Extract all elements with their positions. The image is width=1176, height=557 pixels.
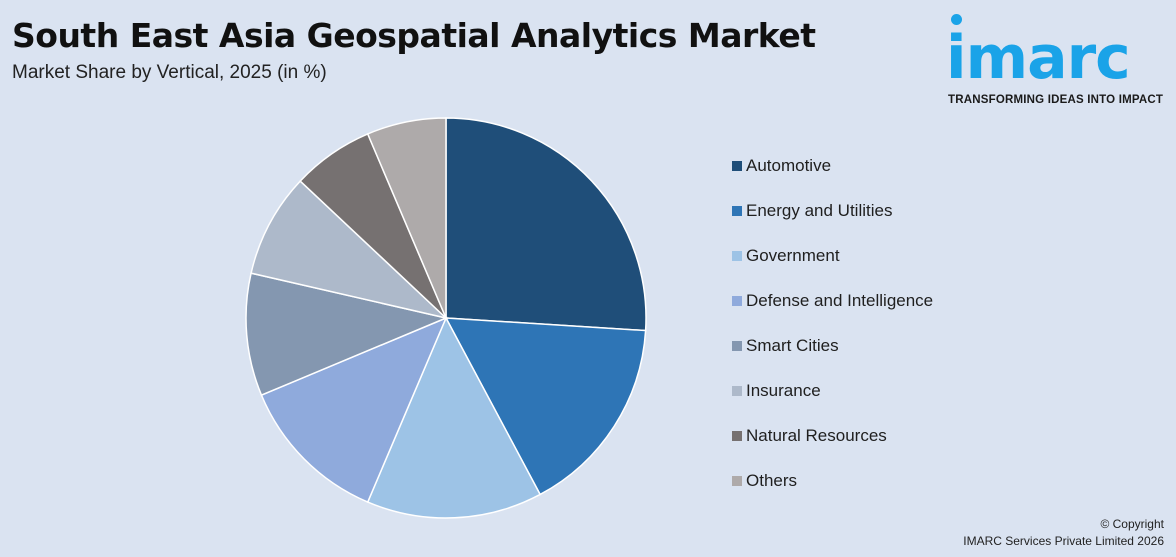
pie-slice-government <box>366 316 542 519</box>
chart-subtitle: Market Share by Vertical, 2025 (in %) <box>12 62 327 83</box>
pie-slice-energy-and-utilities <box>444 317 647 496</box>
copyright-line-1: © Copyright <box>1100 517 1164 531</box>
copyright-line-2: IMARC Services Private Limited 2026 <box>963 534 1164 548</box>
chart-title: South East Asia Geospatial Analytics Mar… <box>12 16 816 55</box>
legend-label-smart-cities: Smart Cities <box>746 336 839 355</box>
pie-slice-insurance <box>250 180 449 320</box>
chart-legend: Automotive Energy and Utilities Government… <box>732 154 933 514</box>
legend-label-defense-and-intelligence: Defense and Intelligence <box>746 291 934 310</box>
legend-label-automotive: Automotive <box>746 156 832 175</box>
logo-tagline: TRANSFORMING IDEAS INTO IMPACT <box>948 94 1164 106</box>
legend-label-energy-and-utilities: Energy and Utilities <box>746 201 893 220</box>
legend-item-automotive: Automotive <box>732 154 933 199</box>
legend-item-energy-and-utilities: Energy and Utilities <box>732 199 933 244</box>
legend-label-government: Government <box>746 246 840 265</box>
legend-swatch-automotive <box>732 161 742 171</box>
legend-swatch-smart-cities <box>732 341 742 351</box>
imarc-logo: imarc TRANSFORMING IDEAS INTO IMPACT <box>946 10 1170 110</box>
legend-swatch-others <box>732 476 742 486</box>
pie-slice-defense-and-intelligence <box>260 316 448 504</box>
legend-item-smart-cities: Smart Cities <box>732 334 933 379</box>
legend-swatch-insurance <box>732 386 742 396</box>
legend-item-natural-resources: Natural Resources <box>732 424 933 469</box>
legend-swatch-defense-and-intelligence <box>732 296 742 306</box>
legend-item-government: Government <box>732 244 933 289</box>
pie-slice-others <box>366 117 447 319</box>
legend-swatch-natural-resources <box>732 431 742 441</box>
copyright-notice: © Copyright IMARC Services Private Limit… <box>963 516 1164 550</box>
legend-label-others: Others <box>746 471 798 490</box>
pie-slice-automotive <box>445 117 647 332</box>
legend-item-others: Others <box>732 469 933 514</box>
logo-dot-icon <box>951 14 962 25</box>
pie-slice-smart-cities <box>245 272 449 397</box>
legend-item-defense-and-intelligence: Defense and Intelligence <box>732 289 933 334</box>
logo-wordmark: imarc <box>946 23 1131 93</box>
legend-label-natural-resources: Natural Resources <box>746 426 887 445</box>
legend-swatch-energy-and-utilities <box>732 206 742 216</box>
legend-item-insurance: Insurance <box>732 379 933 424</box>
legend-label-insurance: Insurance <box>746 381 821 400</box>
legend-swatch-government <box>732 251 742 261</box>
